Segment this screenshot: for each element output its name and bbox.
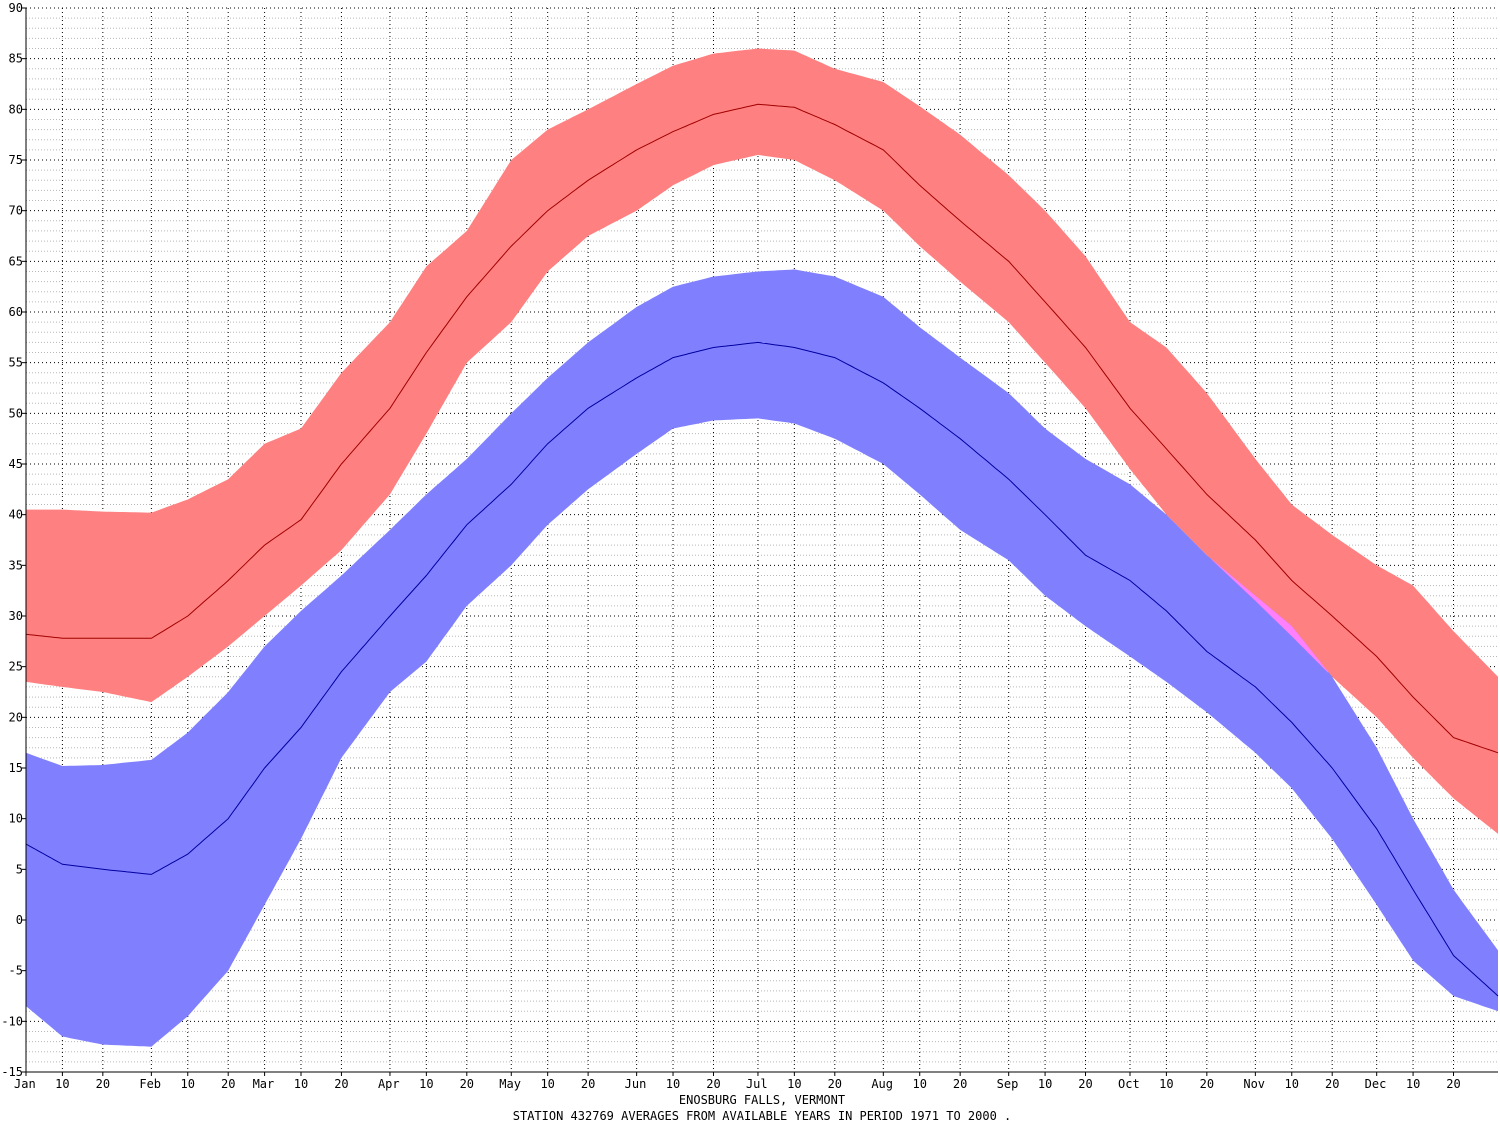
x-tick-label: Oct	[1118, 1077, 1140, 1091]
x-tick-label: Sep	[997, 1077, 1019, 1091]
x-tick-label: 10	[181, 1077, 195, 1091]
y-tick-label: 10	[9, 812, 23, 826]
axes	[25, 8, 1498, 1073]
x-tick-label: Mar	[253, 1077, 275, 1091]
x-tick-label: 10	[1285, 1077, 1299, 1091]
y-tick-label: 0	[16, 913, 23, 927]
x-tick-label: Jan	[14, 1077, 36, 1091]
max-temperature-band	[26, 48, 1498, 834]
y-tick-label: 25	[9, 660, 23, 674]
y-tick-label: 75	[9, 153, 23, 167]
y-tick-label: 65	[9, 254, 23, 268]
x-tick-label: 20	[334, 1077, 348, 1091]
x-tick-label: Aug	[871, 1077, 893, 1091]
x-tick-label: 20	[581, 1077, 595, 1091]
temperature-bands	[26, 48, 1498, 1047]
y-tick-label: -5	[9, 964, 23, 978]
x-tick-label: 10	[294, 1077, 308, 1091]
y-tick-label: 90	[9, 1, 23, 15]
y-tick-label: 30	[9, 609, 23, 623]
mean-min-line	[25, 341, 1499, 997]
x-tick-label: 20	[1446, 1077, 1460, 1091]
x-tick-label: 20	[953, 1077, 967, 1091]
x-tick-label: 10	[1406, 1077, 1420, 1091]
x-tick-label: 20	[706, 1077, 720, 1091]
mean-lines	[25, 103, 1499, 997]
y-tick-label: 55	[9, 356, 23, 370]
x-tick-label: 20	[1078, 1077, 1092, 1091]
x-tick-label: Dec	[1365, 1077, 1387, 1091]
y-tick-label: 35	[9, 558, 23, 572]
x-tick-label: Feb	[139, 1077, 161, 1091]
x-tick-label: 10	[666, 1077, 680, 1091]
y-axis-ticks: -15 -10 -5 0 5 10 15 20 25 30 35 40 45 50 55 60 65 70 75 80…	[1, 1, 26, 1079]
x-tick-label: 20	[221, 1077, 235, 1091]
min-temperature-band	[26, 269, 1498, 1047]
y-tick-label: 5	[16, 862, 23, 876]
x-tick-label: Apr	[378, 1077, 400, 1091]
x-tick-label: 20	[1325, 1077, 1339, 1091]
x-tick-label: 10	[912, 1077, 926, 1091]
y-tick-label: 85	[9, 52, 23, 66]
x-tick-label: Jun	[625, 1077, 647, 1091]
y-tick-label: 20	[9, 710, 23, 724]
x-tick-label: 10	[419, 1077, 433, 1091]
x-tick-label: Jul	[746, 1077, 768, 1091]
x-tick-label: 20	[460, 1077, 474, 1091]
x-tick-label: 10	[787, 1077, 801, 1091]
y-tick-label: 50	[9, 406, 23, 420]
y-tick-label: 70	[9, 204, 23, 218]
x-tick-label: 10	[55, 1077, 69, 1091]
x-tick-label: 20	[96, 1077, 110, 1091]
overlap-band	[1210, 558, 1329, 673]
y-tick-label: 60	[9, 305, 23, 319]
chart-title: ENOSBURG FALLS, VERMONT	[679, 1093, 845, 1107]
x-tick-label: Nov	[1243, 1077, 1265, 1091]
y-tick-label: 45	[9, 457, 23, 471]
y-tick-label: 15	[9, 761, 23, 775]
y-tick-label: -15	[1, 1065, 23, 1079]
x-axis-ticks: Jan 10 20 Feb 10 20 Mar 10 20 Apr 10 20 May 10 20 Jun 10…	[14, 1072, 1461, 1091]
mean-max-line	[25, 103, 1499, 754]
x-tick-label: 10	[1159, 1077, 1173, 1091]
x-tick-label: 10	[1038, 1077, 1052, 1091]
chart-subtitle: STATION 432769 AVERAGES FROM AVAILABLE Y…	[513, 1109, 1012, 1123]
y-tick-label: 80	[9, 102, 23, 116]
y-tick-label: 40	[9, 508, 23, 522]
x-tick-label: 20	[1200, 1077, 1214, 1091]
x-tick-label: 10	[540, 1077, 554, 1091]
x-tick-label: 20	[828, 1077, 842, 1091]
x-tick-label: May	[499, 1077, 521, 1091]
y-tick-label: -10	[1, 1014, 23, 1028]
